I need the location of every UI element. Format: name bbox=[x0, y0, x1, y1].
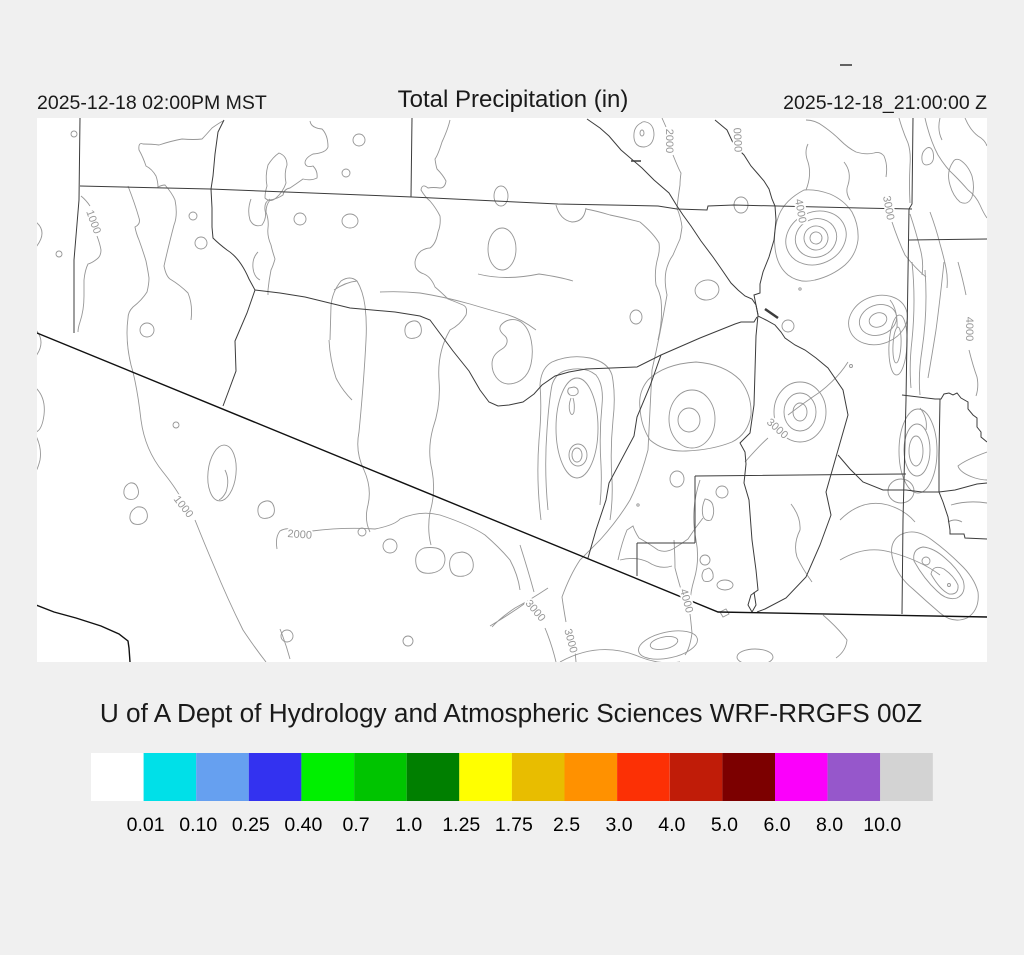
svg-text:0.7: 0.7 bbox=[343, 814, 370, 836]
svg-text:10.0: 10.0 bbox=[863, 814, 901, 836]
svg-text:0.10: 0.10 bbox=[179, 814, 217, 836]
svg-text:0.25: 0.25 bbox=[232, 814, 270, 836]
svg-text:1.0: 1.0 bbox=[395, 814, 422, 836]
svg-text:0000: 0000 bbox=[730, 127, 743, 152]
svg-text:8.0: 8.0 bbox=[816, 814, 843, 836]
svg-text:2000: 2000 bbox=[287, 528, 312, 542]
svg-text:0.40: 0.40 bbox=[284, 814, 322, 836]
svg-text:2.5: 2.5 bbox=[553, 814, 580, 836]
svg-text:1.25: 1.25 bbox=[442, 814, 480, 836]
svg-text:2025-12-18_21:00:00 Z: 2025-12-18_21:00:00 Z bbox=[783, 92, 987, 114]
svg-text:2000: 2000 bbox=[663, 129, 675, 153]
svg-text:4.0: 4.0 bbox=[658, 814, 685, 836]
svg-text:6.0: 6.0 bbox=[763, 814, 790, 836]
svg-text:4000: 4000 bbox=[963, 317, 975, 341]
svg-text:U of A Dept of Hydrology and A: U of A Dept of Hydrology and Atmospheric… bbox=[100, 698, 922, 728]
svg-text:0.01: 0.01 bbox=[127, 814, 165, 836]
svg-text:3.0: 3.0 bbox=[606, 814, 633, 836]
svg-text:Total Precipitation (in): Total Precipitation (in) bbox=[398, 86, 629, 113]
svg-text:5.0: 5.0 bbox=[711, 814, 738, 836]
svg-text:2025-12-18 02:00PM MST: 2025-12-18 02:00PM MST bbox=[37, 92, 267, 114]
svg-text:1.75: 1.75 bbox=[495, 814, 533, 836]
